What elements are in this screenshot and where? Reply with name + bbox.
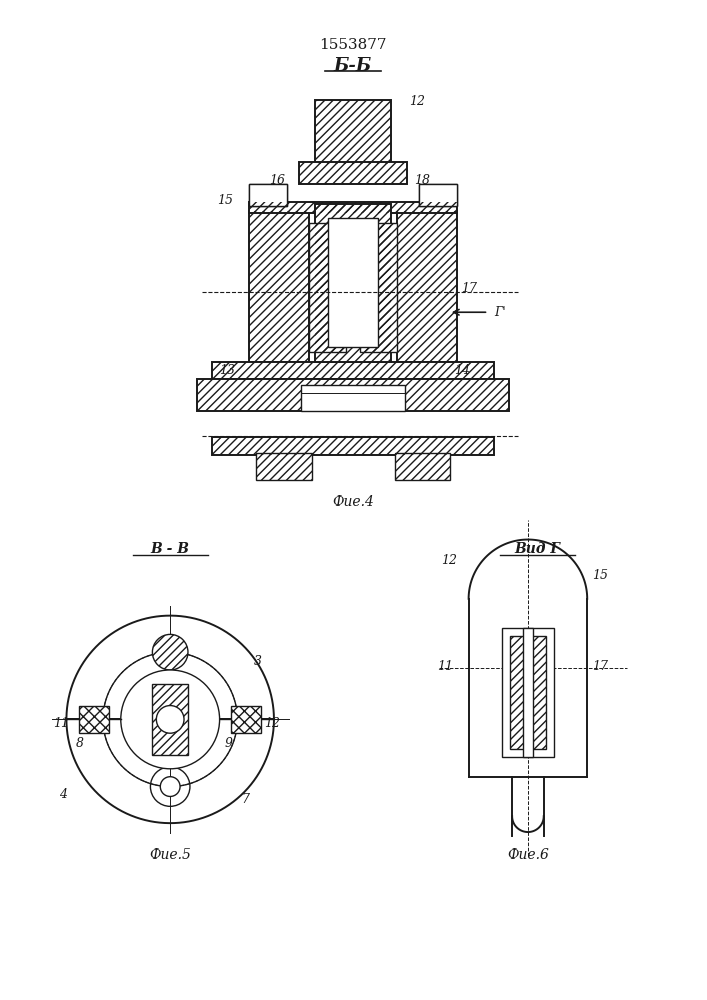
Bar: [231, 706, 261, 733]
Text: 17: 17: [592, 660, 608, 673]
Bar: [510, 636, 546, 749]
Text: 15: 15: [592, 569, 608, 582]
Bar: [153, 684, 188, 755]
Circle shape: [160, 777, 180, 796]
Bar: [419, 184, 457, 206]
Bar: [308, 223, 346, 352]
Bar: [397, 211, 457, 362]
Bar: [315, 204, 390, 362]
Text: 4: 4: [59, 788, 67, 801]
Circle shape: [156, 706, 184, 733]
Bar: [510, 636, 546, 749]
Text: В - В: В - В: [151, 542, 189, 556]
Bar: [419, 184, 457, 206]
Text: 12: 12: [409, 95, 426, 108]
Text: Фие.6: Фие.6: [507, 848, 549, 862]
Text: 7: 7: [241, 793, 250, 806]
Bar: [502, 628, 554, 757]
Circle shape: [153, 634, 188, 670]
Bar: [79, 706, 109, 733]
Text: 11: 11: [437, 660, 453, 673]
Bar: [419, 184, 457, 206]
Circle shape: [121, 670, 220, 769]
Text: 16: 16: [269, 174, 285, 187]
Bar: [308, 223, 346, 352]
Bar: [211, 362, 494, 379]
Text: 12: 12: [441, 554, 457, 567]
Bar: [211, 362, 494, 379]
Text: 15: 15: [216, 194, 233, 207]
Bar: [315, 100, 390, 164]
Bar: [256, 453, 312, 480]
Bar: [300, 385, 405, 411]
Bar: [250, 184, 287, 206]
Text: 1553877: 1553877: [320, 38, 387, 52]
Bar: [211, 437, 494, 455]
Bar: [197, 379, 509, 411]
Bar: [315, 204, 390, 362]
Text: 13: 13: [220, 364, 235, 377]
Bar: [250, 184, 287, 206]
Text: Фие.5: Фие.5: [149, 848, 191, 862]
Bar: [298, 162, 407, 184]
Bar: [250, 211, 308, 362]
Bar: [250, 211, 308, 362]
Bar: [523, 628, 533, 757]
Text: Б-Б: Б-Б: [334, 57, 372, 75]
Bar: [231, 706, 261, 733]
Text: 8: 8: [76, 737, 84, 750]
Text: 9: 9: [225, 737, 233, 750]
Bar: [395, 453, 450, 480]
Bar: [250, 202, 457, 213]
Text: 11: 11: [54, 717, 69, 730]
Bar: [197, 379, 509, 411]
Text: Г': Г': [494, 306, 506, 319]
Bar: [328, 218, 378, 347]
Text: 18: 18: [414, 174, 431, 187]
Bar: [256, 453, 312, 480]
Bar: [211, 437, 494, 455]
Bar: [395, 453, 450, 480]
Bar: [79, 706, 109, 733]
Text: 3: 3: [255, 655, 262, 668]
Bar: [315, 100, 390, 164]
Bar: [153, 684, 188, 755]
Text: 12: 12: [264, 717, 280, 730]
Bar: [360, 223, 397, 352]
Bar: [360, 223, 397, 352]
Text: 17: 17: [461, 282, 477, 295]
Bar: [298, 162, 407, 184]
Bar: [250, 202, 457, 213]
Text: Вид Г: Вид Г: [515, 542, 561, 556]
Bar: [250, 184, 287, 206]
Text: 14: 14: [454, 364, 470, 377]
Bar: [397, 211, 457, 362]
Text: Фие.4: Фие.4: [332, 495, 374, 509]
